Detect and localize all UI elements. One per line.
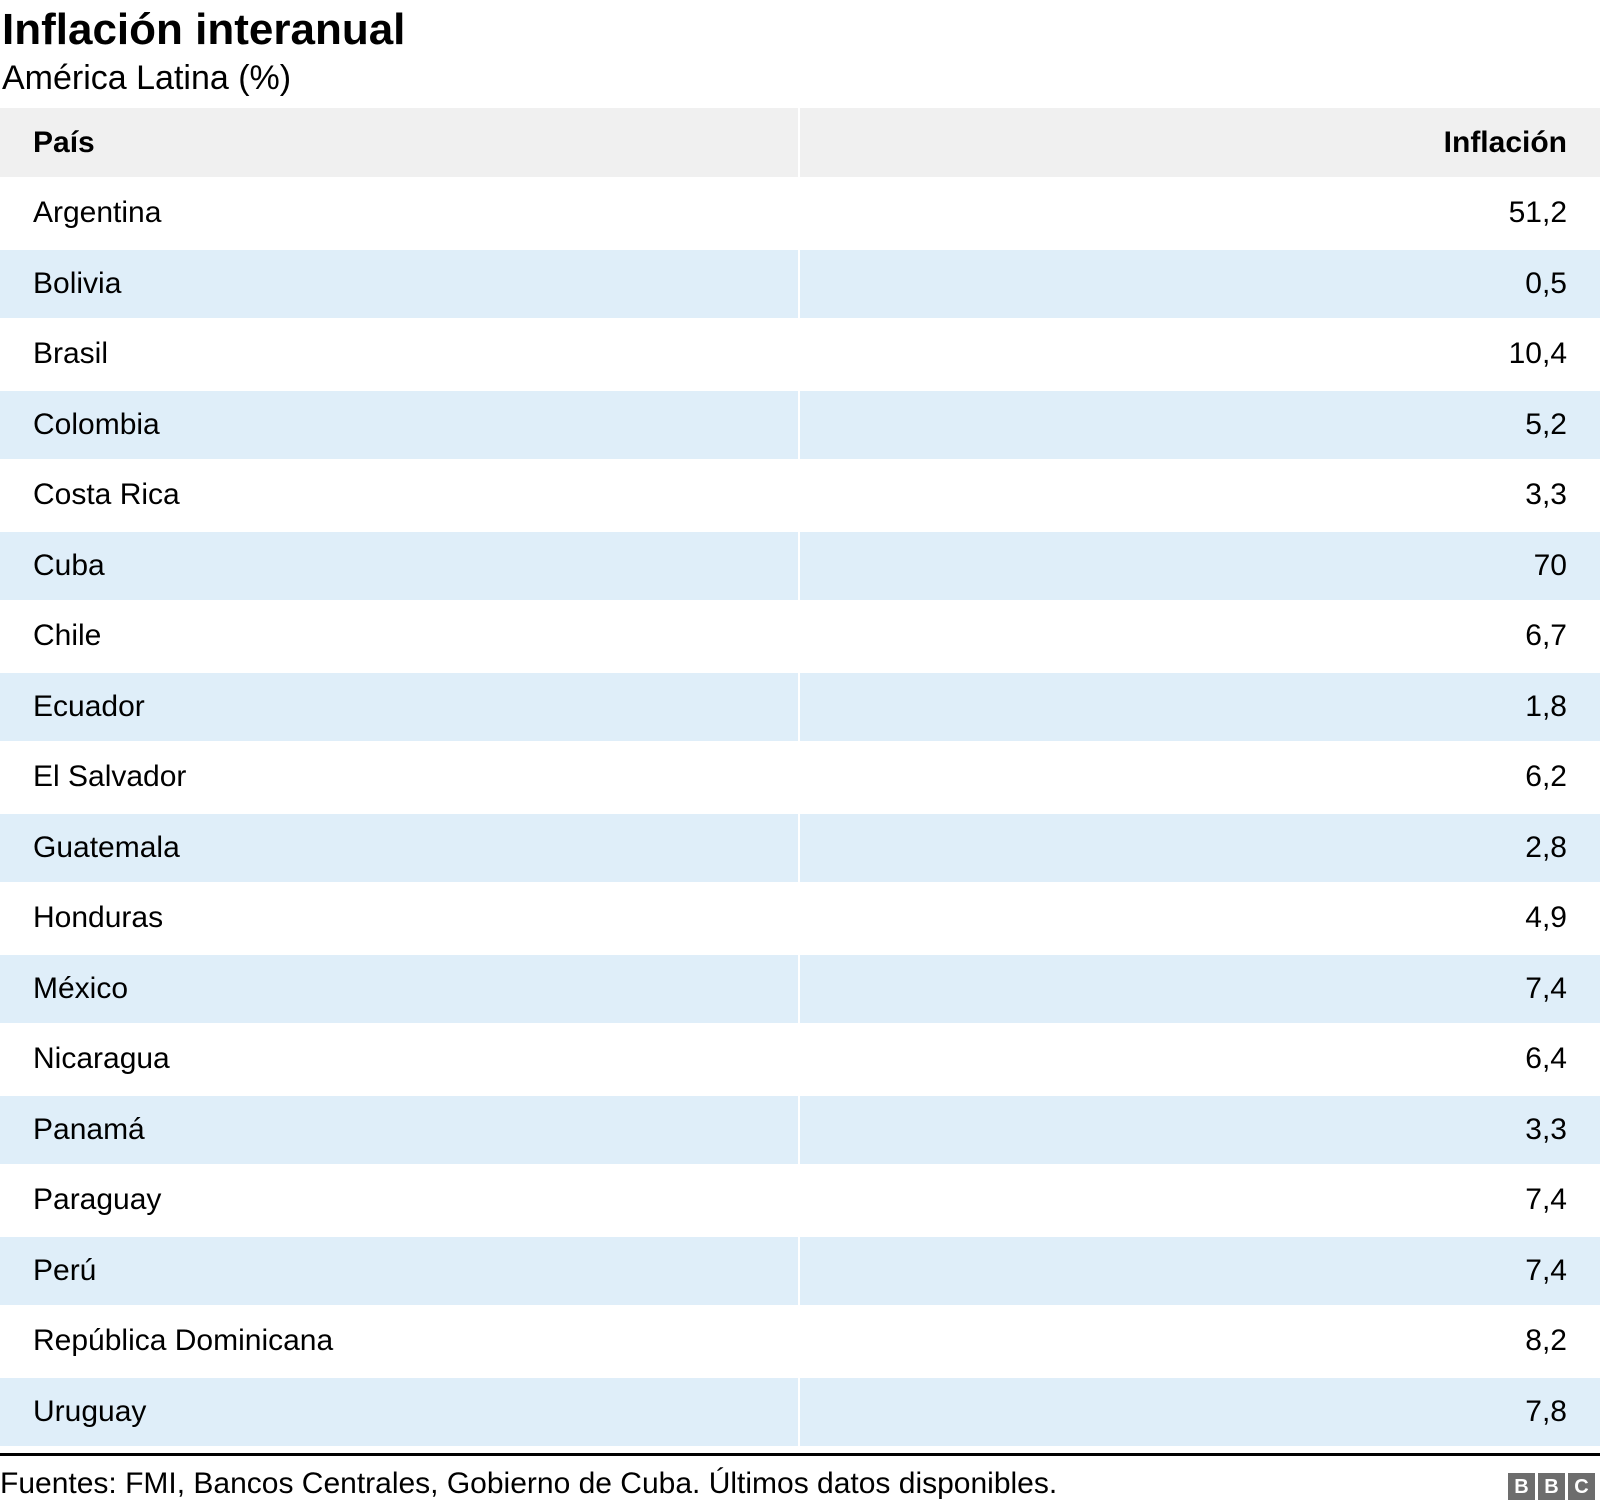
column-header-inflacion: Inflación bbox=[1443, 125, 1567, 159]
value-cell: 8,2 bbox=[1525, 1324, 1567, 1358]
table-row: Argentina 51,2 bbox=[0, 179, 1600, 250]
inflation-table: País Inflación Argentina 51,2 Bolivia 0,5 Br… bbox=[0, 108, 1600, 1448]
value-cell: 3,3 bbox=[1525, 478, 1567, 512]
table-row: Cuba 70 bbox=[0, 531, 1600, 602]
page-subtitle: América Latina (%) bbox=[2, 59, 292, 97]
value-cell: 70 bbox=[1533, 548, 1567, 582]
value-cell: 0,5 bbox=[1525, 266, 1567, 300]
chart-header: Inflación interanual América Latina (%) bbox=[0, 0, 1600, 100]
table-row: Uruguay 7,8 bbox=[0, 1377, 1600, 1448]
value-cell: 7,4 bbox=[1525, 1253, 1567, 1287]
table-row: Panamá 3,3 bbox=[0, 1095, 1600, 1166]
table-row: Honduras 4,9 bbox=[0, 884, 1600, 955]
value-cell: 10,4 bbox=[1508, 337, 1567, 371]
value-cell: 6,7 bbox=[1525, 619, 1567, 653]
value-cell: 2,8 bbox=[1525, 830, 1567, 864]
country-cell: Chile bbox=[0, 602, 800, 671]
page-title: Inflación interanual bbox=[2, 5, 406, 54]
country-cell: Guatemala bbox=[0, 813, 800, 882]
table-row: Nicaragua 6,4 bbox=[0, 1025, 1600, 1096]
bbc-logo: B B C bbox=[1508, 1473, 1595, 1500]
table-row: México 7,4 bbox=[0, 954, 1600, 1025]
value-cell: 6,4 bbox=[1525, 1042, 1567, 1076]
value-cell: 6,2 bbox=[1525, 760, 1567, 794]
table-row: Bolivia 0,5 bbox=[0, 249, 1600, 320]
table-row: Brasil 10,4 bbox=[0, 320, 1600, 391]
bbc-logo-block: B bbox=[1508, 1473, 1535, 1500]
country-cell: Bolivia bbox=[0, 249, 800, 318]
country-cell: Perú bbox=[0, 1236, 800, 1305]
value-cell: 3,3 bbox=[1525, 1112, 1567, 1146]
value-cell: 7,4 bbox=[1525, 971, 1567, 1005]
table-row: Paraguay 7,4 bbox=[0, 1166, 1600, 1237]
table-row: República Dominicana 8,2 bbox=[0, 1307, 1600, 1378]
country-cell: Nicaragua bbox=[0, 1025, 800, 1094]
country-cell: El Salvador bbox=[0, 743, 800, 812]
country-cell: Panamá bbox=[0, 1095, 800, 1164]
table-row: Ecuador 1,8 bbox=[0, 672, 1600, 743]
country-cell: Paraguay bbox=[0, 1166, 800, 1235]
column-header-pais: País bbox=[0, 108, 800, 177]
source-note: Fuentes: FMI, Bancos Centrales, Gobierno… bbox=[0, 1467, 1058, 1500]
value-cell: 7,8 bbox=[1525, 1394, 1567, 1428]
country-cell: Uruguay bbox=[0, 1377, 800, 1446]
value-cell: 5,2 bbox=[1525, 407, 1567, 441]
table-row: Costa Rica 3,3 bbox=[0, 461, 1600, 532]
country-cell: República Dominicana bbox=[0, 1307, 800, 1376]
table-row: Guatemala 2,8 bbox=[0, 813, 1600, 884]
country-cell: Argentina bbox=[0, 179, 800, 248]
table-body: Argentina 51,2 Bolivia 0,5 Brasil 10,4 Colombi… bbox=[0, 179, 1600, 1448]
table-row: Perú 7,4 bbox=[0, 1236, 1600, 1307]
country-cell: México bbox=[0, 954, 800, 1023]
bbc-logo-block: B bbox=[1538, 1473, 1565, 1500]
country-cell: Honduras bbox=[0, 884, 800, 953]
country-cell: Colombia bbox=[0, 390, 800, 459]
table-row: Colombia 5,2 bbox=[0, 390, 1600, 461]
country-cell: Ecuador bbox=[0, 672, 800, 741]
country-cell: Costa Rica bbox=[0, 461, 800, 530]
chart-footer: Fuentes: FMI, Bancos Centrales, Gobierno… bbox=[0, 1453, 1600, 1504]
table-row: Chile 6,7 bbox=[0, 602, 1600, 673]
value-cell: 1,8 bbox=[1525, 689, 1567, 723]
country-cell: Brasil bbox=[0, 320, 800, 389]
value-cell: 4,9 bbox=[1525, 901, 1567, 935]
value-cell: 51,2 bbox=[1508, 196, 1567, 230]
table-header-row: País Inflación bbox=[0, 108, 1600, 179]
bbc-logo-block: C bbox=[1568, 1473, 1595, 1500]
country-cell: Cuba bbox=[0, 531, 800, 600]
table-row: El Salvador 6,2 bbox=[0, 743, 1600, 814]
value-cell: 7,4 bbox=[1525, 1183, 1567, 1217]
